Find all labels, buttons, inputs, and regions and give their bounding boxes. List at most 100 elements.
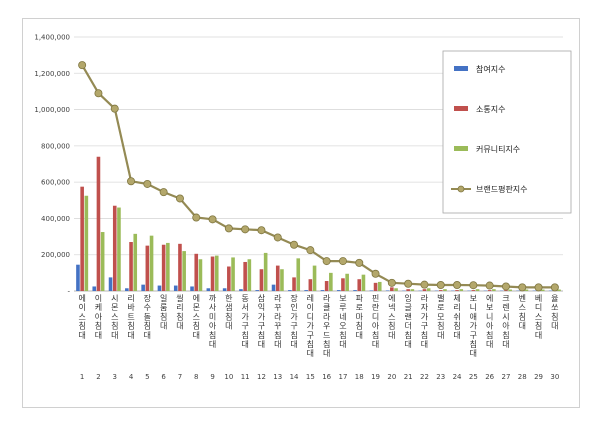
bar-3-26 (492, 289, 496, 291)
brand-index-point-5 (143, 179, 152, 188)
bar-2-2 (96, 156, 101, 291)
bar-1-4 (125, 288, 129, 291)
rank-label-19: 19 (371, 373, 380, 381)
brand-index-point-13 (273, 233, 282, 242)
bar-3-11 (247, 259, 252, 291)
bar-2-22 (422, 289, 427, 291)
y-axis: - 200,000 400,000 600,000 800,000 1,000,000 1,… (34, 34, 563, 296)
x-axis-category-labels: 에 이 스 침 대 이 케 아 침 대 시 몬 스 침 대 리 바 트 침 대 장 수 돌 침 대 일 룸 침 대 씰 리 침 대 에 몬 스 침 대 까 사… (78, 293, 558, 358)
rank-label-1: 1 (80, 373, 84, 381)
bar-3-19 (377, 281, 382, 291)
bar-3-12 (263, 252, 268, 291)
bar-1-2 (92, 286, 97, 291)
brand-index-point-6 (159, 188, 168, 197)
rank-label-4: 4 (129, 373, 134, 381)
bar-2-23 (438, 290, 443, 291)
rank-label-9: 9 (210, 373, 214, 381)
bar-1-20 (385, 290, 390, 291)
bar-3-25 (475, 289, 480, 291)
rank-label-3: 3 (113, 373, 117, 381)
legend-swatch-2 (454, 106, 468, 111)
bar-1-11 (239, 289, 243, 291)
y-tick-label: 1,000,000 (34, 106, 70, 114)
bar-2-16 (324, 281, 329, 291)
brand-index-point-9 (208, 215, 217, 224)
brand-index-point-25 (469, 281, 478, 290)
bar-3-4 (133, 233, 138, 291)
brand-index-point-20 (387, 278, 396, 287)
bar-2-9 (210, 256, 215, 291)
bar-1-18 (353, 290, 357, 291)
y-tick-label: 200,000 (41, 251, 70, 259)
bar-1-5 (141, 284, 145, 291)
rank-label-30: 30 (550, 373, 559, 381)
bar-2-4 (129, 242, 133, 291)
bar-2-27 (504, 290, 508, 291)
rank-label-20: 20 (387, 373, 396, 381)
rank-label-6: 6 (161, 373, 166, 381)
brand-index-point-23 (436, 281, 445, 290)
brand-index-point-12 (257, 226, 266, 235)
rank-label-14: 14 (290, 373, 299, 381)
bar-2-20 (390, 287, 394, 291)
bar-1-12 (255, 290, 260, 291)
brand-index-point-16 (322, 257, 331, 266)
bar-3-1 (84, 195, 89, 291)
bar-3-20 (394, 288, 398, 291)
rank-label-18: 18 (355, 373, 364, 381)
bar-2-3 (112, 205, 117, 291)
y-tick-label: 400,000 (41, 215, 70, 223)
rank-label-7: 7 (178, 373, 182, 381)
rank-label-2: 2 (96, 373, 100, 381)
bar-1-13 (271, 284, 276, 291)
rank-label-12: 12 (257, 373, 266, 381)
brand-index-point-26 (485, 281, 494, 290)
bar-3-24 (459, 289, 464, 291)
rank-label-26: 26 (485, 373, 494, 381)
bar-2-12 (259, 269, 264, 291)
gridlines (74, 36, 563, 292)
bar-3-14 (296, 258, 301, 291)
bar-1-15 (304, 290, 308, 291)
rank-label-17: 17 (338, 373, 347, 381)
x-axis-rank-labels: 1 2 3 4 5 6 7 8 9 10 11 12 13 14 15 16 17 18 19 20 21 22 23 24 2… (80, 373, 559, 381)
bar-2-21 (406, 289, 410, 291)
bar-3-27 (508, 289, 512, 291)
bar-2-8 (194, 253, 199, 291)
y-tick-label: 600,000 (41, 179, 70, 187)
brand-index-point-28 (518, 283, 527, 292)
bar-3-15 (312, 265, 317, 291)
bar-2-17 (341, 278, 345, 291)
rank-label-11: 11 (241, 373, 250, 381)
bar-2-11 (243, 261, 247, 291)
brand-index-point-8 (192, 213, 201, 222)
bar-3-8 (198, 259, 203, 291)
bar-2-13 (275, 265, 280, 291)
bar-3-18 (361, 274, 366, 291)
brand-index-point-17 (338, 257, 347, 266)
legend-label-1: 참여지수 (476, 64, 505, 74)
rank-label-5: 5 (145, 373, 149, 381)
y-tick-label: 1,200,000 (34, 70, 70, 78)
brand-index-point-4 (127, 177, 136, 186)
bar-2-24 (455, 290, 459, 291)
rank-label-24: 24 (453, 373, 462, 381)
rank-label-27: 27 (501, 373, 510, 381)
bar-2-14 (292, 277, 296, 291)
